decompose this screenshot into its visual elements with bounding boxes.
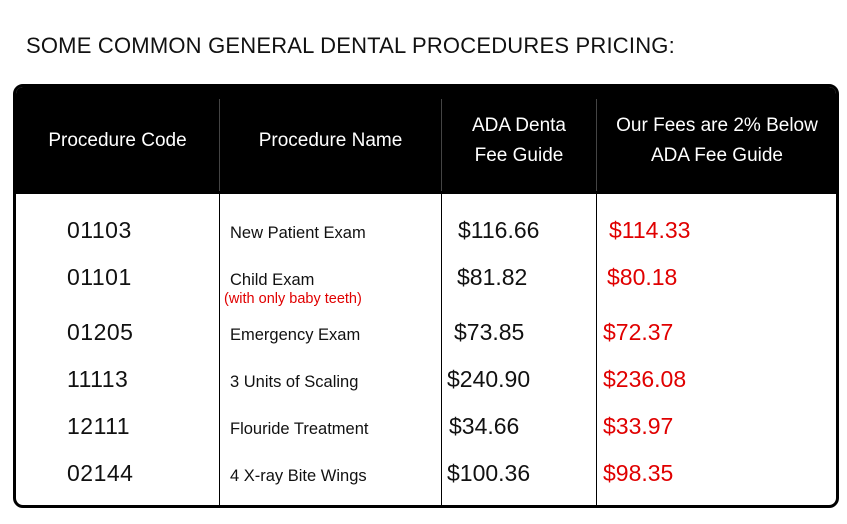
page-title: SOME COMMON GENERAL DENTAL PROCEDURES PR… [26, 33, 675, 58]
procedure-code: 01103 [67, 217, 132, 243]
our-fee: $33.97 [603, 413, 674, 439]
procedure-code: 02144 [67, 460, 134, 486]
column-header-label: Procedure Name [258, 129, 403, 151]
table-row: 11113 3 Units of Scaling $240.90 $236.08 [16, 360, 836, 407]
procedure-code: 11113 [67, 366, 129, 392]
our-fee: $72.37 [603, 319, 674, 345]
column-header-label: Our Fees are 2% Below ADA Fee Guide [616, 114, 818, 166]
ada-fee: $73.85 [454, 319, 525, 345]
procedure-name: 3 Units of Scaling [230, 373, 359, 391]
ada-fee: $116.66 [458, 217, 540, 243]
column-header-procedure-code: Procedure Code [16, 87, 219, 194]
ada-fee: $34.66 [449, 413, 520, 439]
ada-fee: $240.90 [447, 366, 531, 392]
table-header: Procedure Code Procedure Name ADA Denta … [16, 87, 836, 194]
table-row: 01205 Emergency Exam $73.85 $72.37 [16, 313, 836, 360]
column-header-procedure-name: Procedure Name [220, 87, 441, 194]
column-divider [441, 99, 442, 191]
table-row: 01101 Child Exam (with only baby teeth) … [16, 258, 836, 307]
table-row: 01103 New Patient Exam $116.66 $114.33 [16, 211, 836, 258]
procedure-code: 12111 [67, 413, 131, 439]
procedure-name: Child Exam [230, 271, 315, 289]
pricing-table: Procedure Code Procedure Name ADA Denta … [13, 84, 839, 508]
procedure-code: 01101 [67, 264, 132, 290]
column-header-ada-fee: ADA Denta Fee Guide [442, 87, 596, 194]
ada-fee: $100.36 [447, 460, 531, 486]
our-fee: $236.08 [603, 366, 687, 392]
column-divider [219, 194, 220, 505]
procedure-code: 01205 [67, 319, 134, 345]
table-body: 01103 New Patient Exam $116.66 $114.33 0… [16, 194, 836, 505]
ada-fee: $81.82 [457, 264, 528, 290]
our-fee: $80.18 [607, 264, 678, 290]
column-divider [219, 99, 220, 191]
column-divider [441, 194, 442, 505]
our-fee: $114.33 [609, 217, 691, 243]
column-divider [596, 99, 597, 191]
table-row: 12111 Flouride Treatment $34.66 $33.97 [16, 407, 836, 454]
column-header-our-fees: Our Fees are 2% Below ADA Fee Guide [597, 87, 836, 194]
procedure-note: (with only baby teeth) [224, 291, 362, 307]
procedure-name: New Patient Exam [230, 224, 366, 242]
procedure-name: Flouride Treatment [230, 420, 369, 438]
procedure-name: 4 X-ray Bite Wings [230, 467, 367, 485]
procedure-name: Emergency Exam [230, 326, 361, 344]
column-divider [596, 194, 597, 505]
column-header-label: Procedure Code [48, 129, 187, 151]
our-fee: $98.35 [603, 460, 674, 486]
column-header-label: ADA Denta Fee Guide [472, 114, 566, 166]
table-row: 02144 4 X-ray Bite Wings $100.36 $98.35 [16, 454, 836, 501]
